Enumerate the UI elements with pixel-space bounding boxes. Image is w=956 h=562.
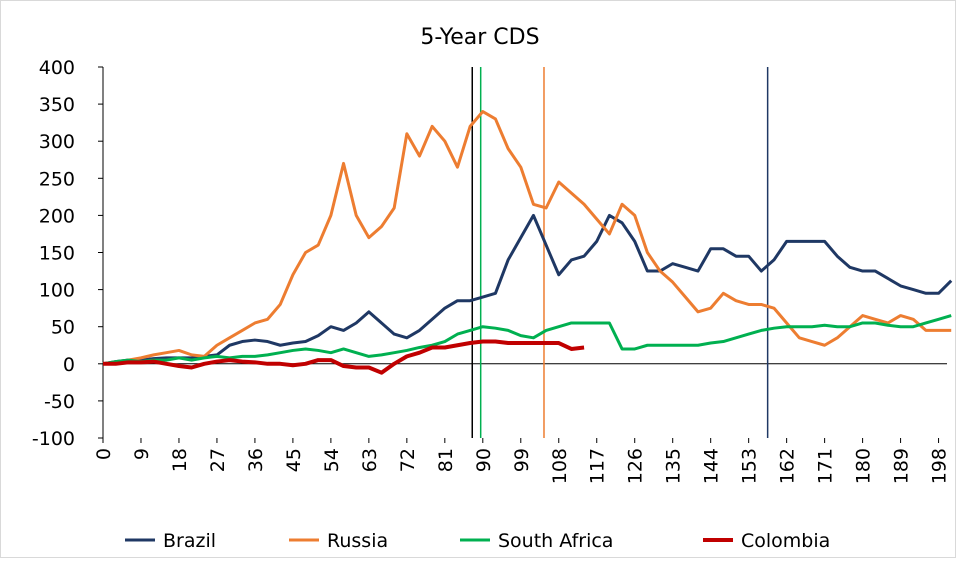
x-tick-label: 99: [511, 448, 533, 472]
x-tick-label: 63: [359, 448, 381, 472]
x-tick-label: 72: [397, 448, 419, 472]
x-tick-label: 90: [473, 448, 495, 472]
x-tick-label: 144: [701, 448, 723, 484]
y-tick-label: 50: [51, 317, 75, 339]
x-tick-label: 45: [283, 448, 305, 472]
y-tick-label: 400: [39, 57, 75, 79]
x-tick-label: 108: [549, 448, 571, 484]
y-tick-label: -50: [44, 391, 75, 413]
series-line: [103, 339, 585, 375]
x-tick-label: 18: [169, 448, 191, 472]
y-tick-label: 200: [39, 205, 75, 227]
y-tick-label: 150: [39, 243, 75, 265]
x-tick-label: 9: [131, 448, 153, 460]
series-line: [102, 213, 953, 366]
x-tick-label: 198: [929, 448, 951, 484]
legend-label: Colombia: [741, 530, 830, 552]
x-tick-label: 171: [815, 448, 837, 484]
y-tick-label: 300: [39, 131, 75, 153]
series-line: [102, 314, 952, 366]
x-tick-label: 0: [93, 448, 115, 460]
x-tick-label: 180: [853, 448, 875, 484]
y-tick-label: 350: [39, 94, 75, 116]
x-tick-label: 162: [777, 448, 799, 484]
x-tick-label: 189: [891, 448, 913, 484]
y-tick-label: 250: [39, 168, 75, 190]
chart-title: 5-Year CDS: [420, 25, 539, 50]
legend-label: South Africa: [498, 530, 613, 552]
x-tick-label: 135: [663, 448, 685, 484]
x-tick-label: 27: [207, 448, 229, 472]
y-tick-label: -100: [32, 428, 75, 450]
x-tick-label: 153: [739, 448, 761, 484]
x-tick-label: 81: [435, 448, 457, 472]
x-tick-label: 54: [321, 448, 343, 472]
x-tick-label: 126: [625, 448, 647, 484]
series-line: [102, 110, 952, 366]
x-tick-label: 36: [245, 448, 267, 472]
y-tick-label: 100: [39, 280, 75, 302]
legend-label: Brazil: [163, 530, 216, 552]
y-tick-label: 0: [63, 354, 75, 376]
legend-label: Russia: [327, 530, 388, 552]
x-tick-label: 117: [587, 448, 609, 484]
